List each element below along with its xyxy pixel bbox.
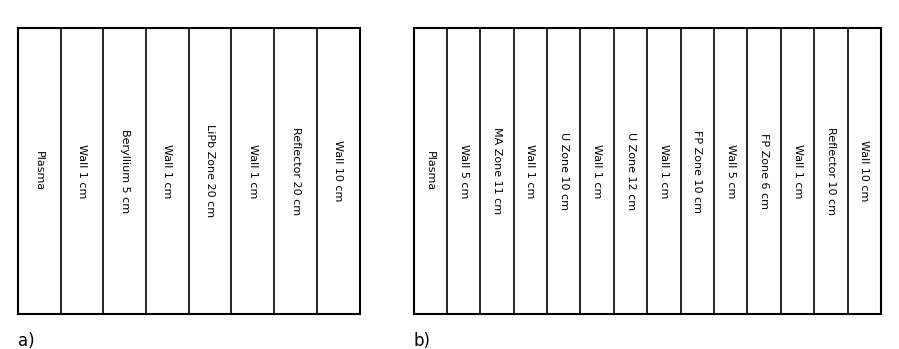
- Text: Wall 10 cm: Wall 10 cm: [334, 140, 343, 202]
- Text: Wall 10 cm: Wall 10 cm: [859, 140, 869, 202]
- Text: Plasma: Plasma: [425, 151, 435, 191]
- Bar: [18, 28, 360, 314]
- Text: Wall 1 cm: Wall 1 cm: [525, 144, 536, 198]
- Text: Wall 1 cm: Wall 1 cm: [793, 144, 803, 198]
- Text: FP Zone 10 cm: FP Zone 10 cm: [692, 129, 702, 213]
- Text: U Zone 10 cm: U Zone 10 cm: [559, 132, 569, 210]
- Text: Wall 1 cm: Wall 1 cm: [248, 144, 258, 198]
- Text: Plasma: Plasma: [34, 151, 44, 191]
- Text: MA Zone 11 cm: MA Zone 11 cm: [492, 127, 502, 215]
- Text: Reflector 20 cm: Reflector 20 cm: [290, 127, 300, 215]
- Text: Wall 1 cm: Wall 1 cm: [659, 144, 669, 198]
- Text: FP Zone 6 cm: FP Zone 6 cm: [759, 133, 770, 209]
- Text: U Zone 12 cm: U Zone 12 cm: [626, 132, 636, 210]
- Text: Wall 1 cm: Wall 1 cm: [77, 144, 87, 198]
- Text: LiPb Zone 20 cm: LiPb Zone 20 cm: [205, 125, 215, 217]
- Text: Wall 1 cm: Wall 1 cm: [163, 144, 173, 198]
- Text: Beryllium 5 cm: Beryllium 5 cm: [120, 129, 129, 213]
- Text: Reflector 10 cm: Reflector 10 cm: [826, 127, 836, 215]
- Text: a): a): [18, 332, 34, 349]
- Text: Wall 5 cm: Wall 5 cm: [458, 144, 468, 198]
- Text: Wall 5 cm: Wall 5 cm: [725, 144, 735, 198]
- Text: b): b): [414, 332, 431, 349]
- Text: Wall 1 cm: Wall 1 cm: [592, 144, 602, 198]
- Bar: [414, 28, 881, 314]
